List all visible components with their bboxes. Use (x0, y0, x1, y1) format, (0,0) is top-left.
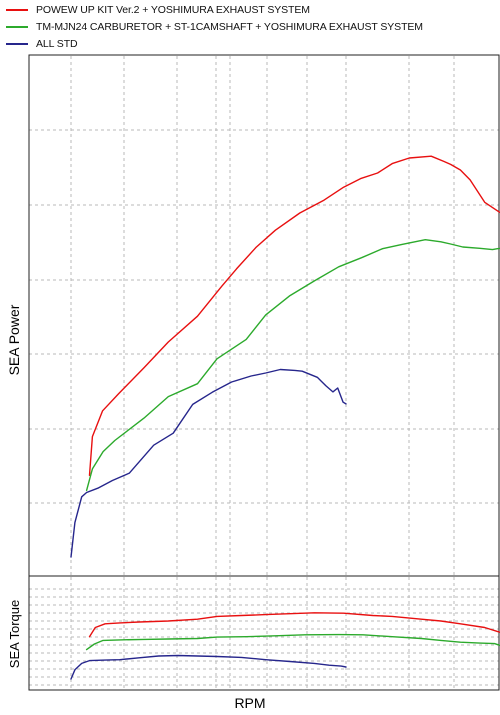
power-series-line-3 (70, 368, 347, 558)
legend-swatch-green (6, 26, 28, 28)
power-plot-frame (28, 54, 500, 577)
legend-item-red: POWEW UP KIT Ver.2 + YOSHIMURA EXHAUST S… (6, 3, 310, 17)
torque-series-group (70, 612, 500, 680)
power-series-group (70, 155, 500, 558)
x-axis-label: RPM (234, 695, 265, 711)
torque-series-line-1 (88, 612, 500, 638)
legend-item-green: TM-MJN24 CARBURETOR + ST-1CAMSHAFT + YOS… (6, 20, 423, 34)
torque-y-axis-label: SEA Torque (7, 600, 22, 668)
legend-label-green: TM-MJN24 CARBURETOR + ST-1CAMSHAFT + YOS… (36, 21, 423, 33)
torque-grid (29, 577, 499, 689)
legend-swatch-red (6, 9, 28, 11)
torque-series-line-2 (85, 633, 500, 651)
legend-label-red: POWEW UP KIT Ver.2 + YOSHIMURA EXHAUST S… (36, 4, 310, 16)
power-grid (29, 56, 499, 575)
torque-plot-frame (28, 575, 500, 691)
power-y-axis-label: SEA Power (6, 304, 22, 375)
torque-series-line-3 (70, 654, 347, 680)
legend-item-blue: ALL STD (6, 37, 78, 51)
power-series-line-2 (85, 239, 500, 492)
legend-label-blue: ALL STD (36, 38, 78, 50)
power-series-line-1 (88, 155, 500, 476)
legend-swatch-blue (6, 43, 28, 45)
